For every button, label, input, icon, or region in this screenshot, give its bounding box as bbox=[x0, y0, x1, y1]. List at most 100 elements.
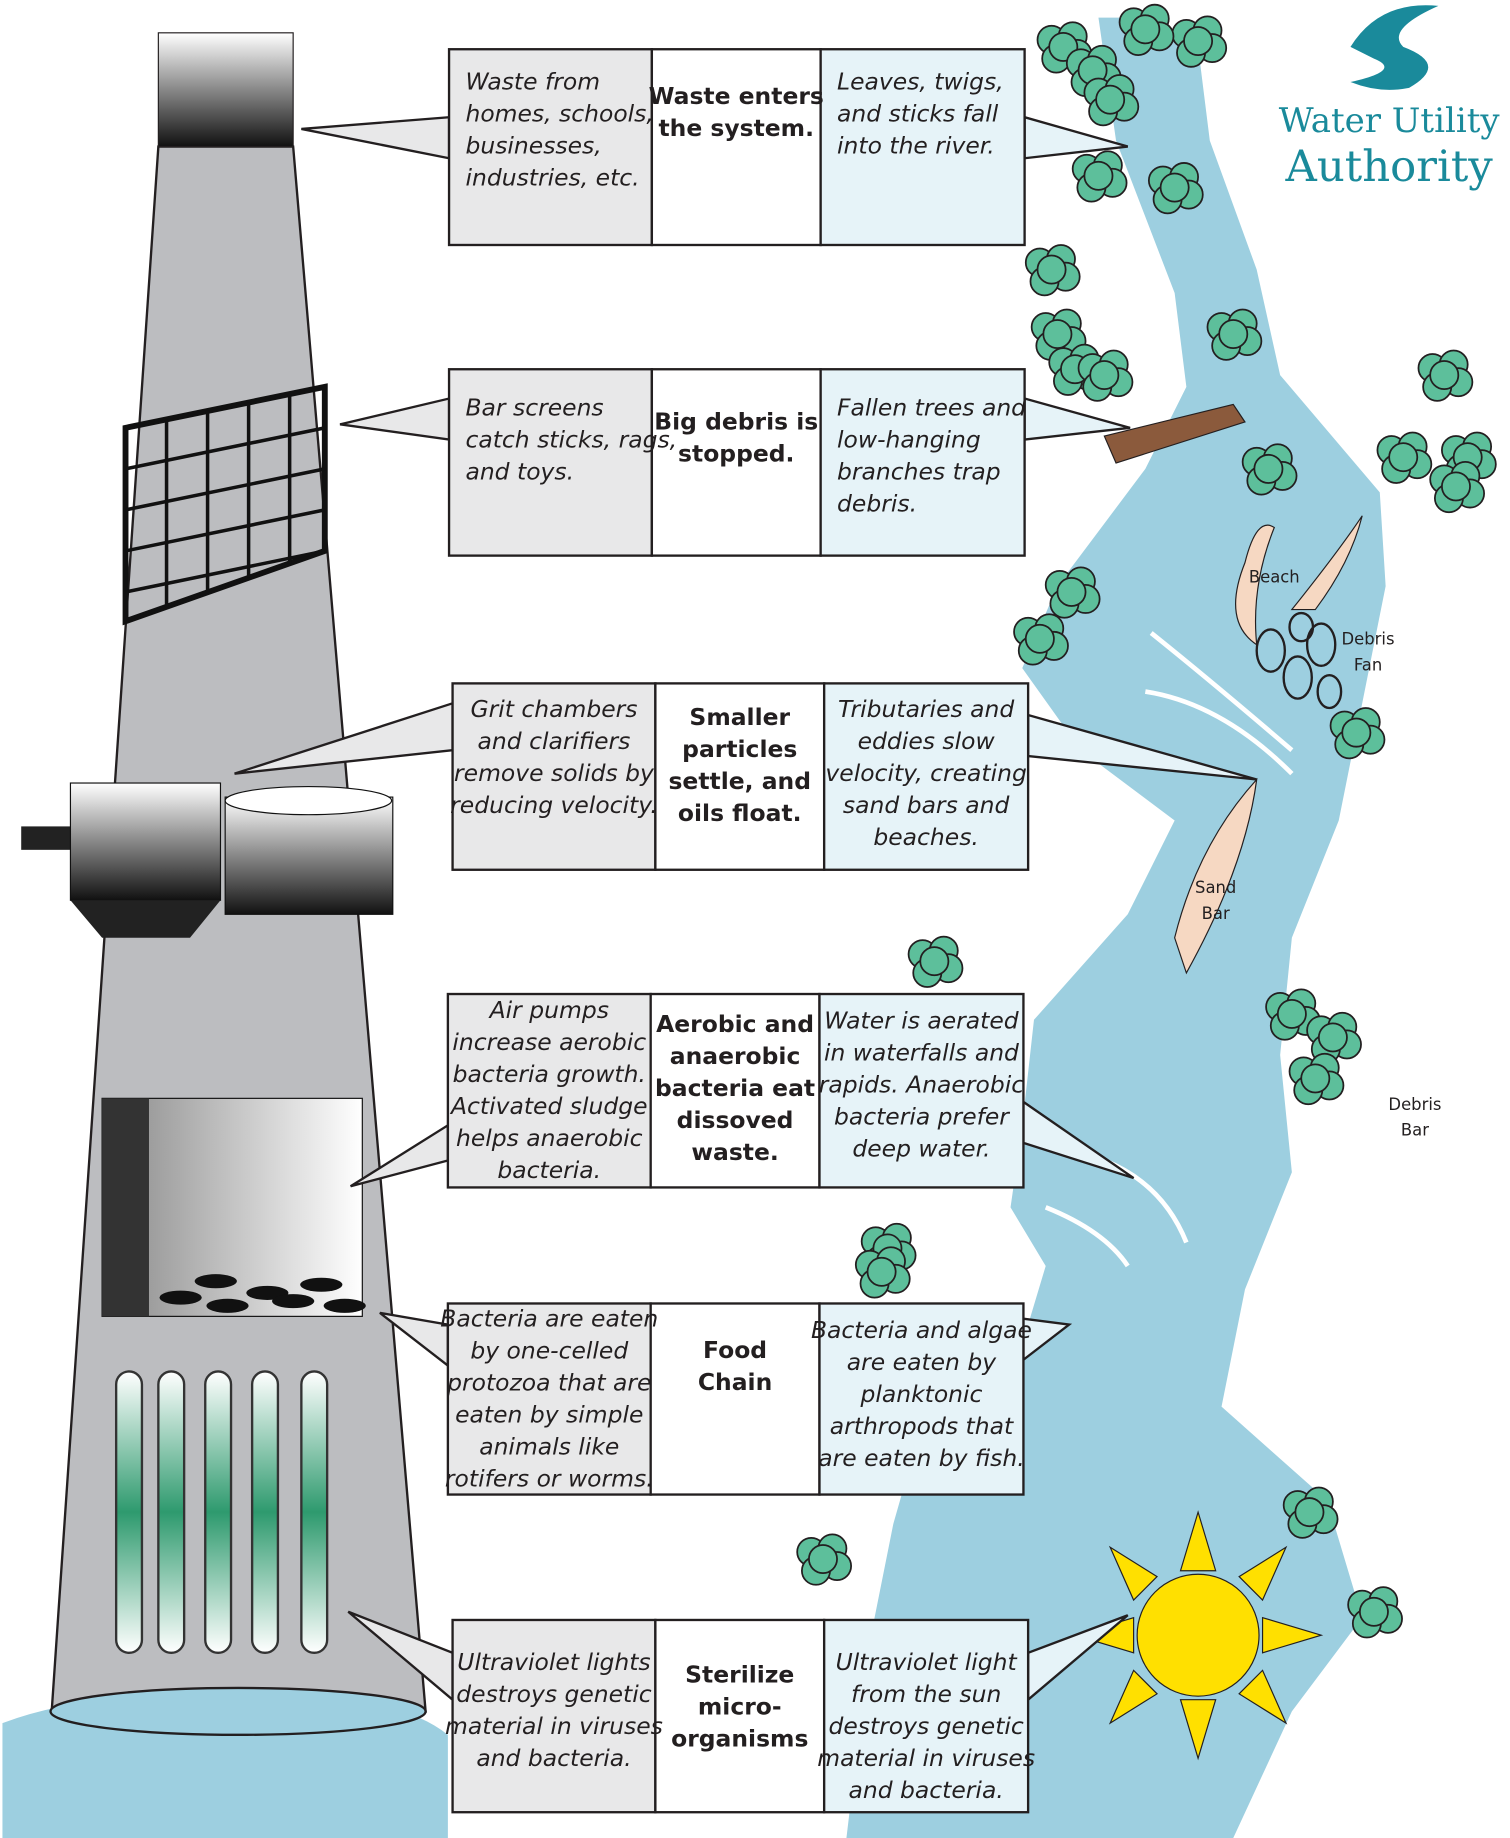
river-label: Bar bbox=[1202, 904, 1230, 923]
tree-blob bbox=[1161, 173, 1189, 201]
tree bbox=[1172, 16, 1226, 66]
cell-text: settle, and bbox=[668, 767, 811, 795]
tree-blob bbox=[1295, 1498, 1323, 1526]
river-label: Bar bbox=[1401, 1121, 1429, 1140]
cell-text: and sticks fall bbox=[837, 100, 999, 128]
cell-text: Fallen trees and bbox=[837, 394, 1026, 422]
tree bbox=[1084, 75, 1138, 125]
cell-text: stopped. bbox=[678, 440, 794, 468]
tree bbox=[909, 937, 963, 987]
tree-blob bbox=[1278, 1000, 1306, 1028]
tree-blob bbox=[1096, 86, 1124, 114]
river-label: Beach bbox=[1249, 567, 1300, 586]
tree-blob bbox=[1026, 625, 1054, 653]
tree-blob bbox=[1090, 361, 1118, 389]
cell-text: bacteria. bbox=[497, 1156, 601, 1184]
tree-blob bbox=[1057, 578, 1085, 606]
illustration bbox=[2, 5, 1495, 1838]
tree-blob bbox=[1360, 1598, 1388, 1626]
cell-text: bacteria growth. bbox=[453, 1060, 646, 1088]
cell-text: businesses, bbox=[465, 132, 601, 160]
tree-blob bbox=[1043, 320, 1071, 348]
tree bbox=[1079, 350, 1133, 400]
cell-text: Big debris is bbox=[654, 408, 818, 436]
tree-blob bbox=[1442, 472, 1470, 500]
cell-text: Tributaries and bbox=[838, 695, 1014, 723]
cell-text: dissoved bbox=[677, 1106, 794, 1134]
tree bbox=[1377, 433, 1431, 483]
tree bbox=[797, 1534, 851, 1584]
cell-text: Grit chambers bbox=[470, 695, 637, 723]
cell-text: by one-celled bbox=[470, 1336, 628, 1364]
tree bbox=[1243, 444, 1297, 494]
cell-text: sand bars and bbox=[843, 791, 1010, 819]
cell-text: increase aerobic bbox=[452, 1028, 646, 1056]
cell-text: deep water. bbox=[852, 1135, 990, 1163]
cell-text: destroys genetic bbox=[828, 1712, 1023, 1740]
tree bbox=[1046, 567, 1100, 617]
row: Air pumps increase aerobic bacteria growth… bbox=[351, 994, 1134, 1187]
cell-text: and bacteria. bbox=[476, 1744, 631, 1772]
cell-text: Ultraviolet light bbox=[836, 1648, 1018, 1676]
tree bbox=[1331, 708, 1385, 758]
cell-text: Waste from bbox=[465, 68, 600, 96]
cell-text: eddies slow bbox=[858, 727, 996, 755]
cell-text: Air pumps bbox=[488, 996, 609, 1024]
tree bbox=[1149, 163, 1203, 213]
cell-text: rotifers or worms. bbox=[445, 1464, 654, 1492]
cell-text: Aerobic and bbox=[656, 1010, 814, 1038]
cell-text: the system. bbox=[658, 114, 814, 142]
cell-text: low-hanging bbox=[837, 426, 981, 454]
cell-text: eaten by simple bbox=[455, 1400, 643, 1428]
cell-text: Bar screens bbox=[465, 394, 603, 422]
cell-text: destroys genetic bbox=[456, 1680, 651, 1708]
cell bbox=[652, 49, 821, 245]
cell-text: Water is aerated bbox=[824, 1007, 1019, 1035]
cell-text: remove solids by bbox=[454, 759, 655, 787]
tree-blob bbox=[1389, 443, 1417, 471]
tree-blob bbox=[1319, 1023, 1347, 1051]
cell-text: velocity, creating bbox=[825, 759, 1026, 787]
river-label: Fan bbox=[1354, 655, 1382, 674]
cell-text: are eaten by bbox=[847, 1348, 997, 1376]
row: Waste fromhomes, schools,businesses,indu… bbox=[301, 49, 1127, 245]
cell bbox=[651, 1303, 820, 1494]
tree bbox=[1073, 151, 1127, 201]
cell-text: are eaten by fish. bbox=[818, 1444, 1024, 1472]
logo-line: Authority bbox=[1285, 142, 1494, 192]
logo-line: Water Utility bbox=[1279, 101, 1501, 141]
cell-text: in waterfalls and bbox=[824, 1039, 1019, 1067]
cell-text: Food bbox=[703, 1336, 767, 1364]
cell-text: and bacteria. bbox=[849, 1776, 1004, 1804]
cell-text: organisms bbox=[671, 1725, 808, 1753]
tree-blob bbox=[1254, 455, 1282, 483]
tree bbox=[1284, 1488, 1338, 1538]
tree-blob bbox=[1342, 719, 1370, 747]
tree-blob bbox=[1084, 162, 1112, 190]
cell-text: into the river. bbox=[837, 132, 995, 160]
river-label: Debris bbox=[1388, 1095, 1441, 1114]
cell-text: Bacteria and algae bbox=[811, 1316, 1032, 1344]
cell-text: and clarifiers bbox=[478, 727, 631, 755]
cell-text: Sterilize bbox=[685, 1661, 794, 1689]
pointer bbox=[340, 399, 449, 440]
cell-text: Activated sludge bbox=[449, 1092, 648, 1120]
tree bbox=[1120, 5, 1174, 55]
cell-text: micro- bbox=[698, 1693, 782, 1721]
tree-blob bbox=[1301, 1064, 1329, 1092]
tree bbox=[1290, 1054, 1344, 1104]
tree-blob bbox=[1037, 256, 1065, 284]
tree-blob bbox=[1184, 27, 1212, 55]
tree bbox=[1418, 350, 1472, 400]
cell-text: particles bbox=[682, 735, 797, 763]
cell-text: oils float. bbox=[678, 799, 802, 827]
river-label: Debris bbox=[1342, 630, 1395, 649]
tree-blob bbox=[1219, 320, 1247, 348]
cell-text: arthropods that bbox=[830, 1412, 1014, 1440]
cell-text: Smaller bbox=[689, 703, 790, 731]
cell-text: rapids. Anaerobic bbox=[819, 1071, 1024, 1099]
cell-text: anaerobic bbox=[670, 1042, 801, 1070]
cell-text: from the sun bbox=[851, 1680, 1001, 1708]
